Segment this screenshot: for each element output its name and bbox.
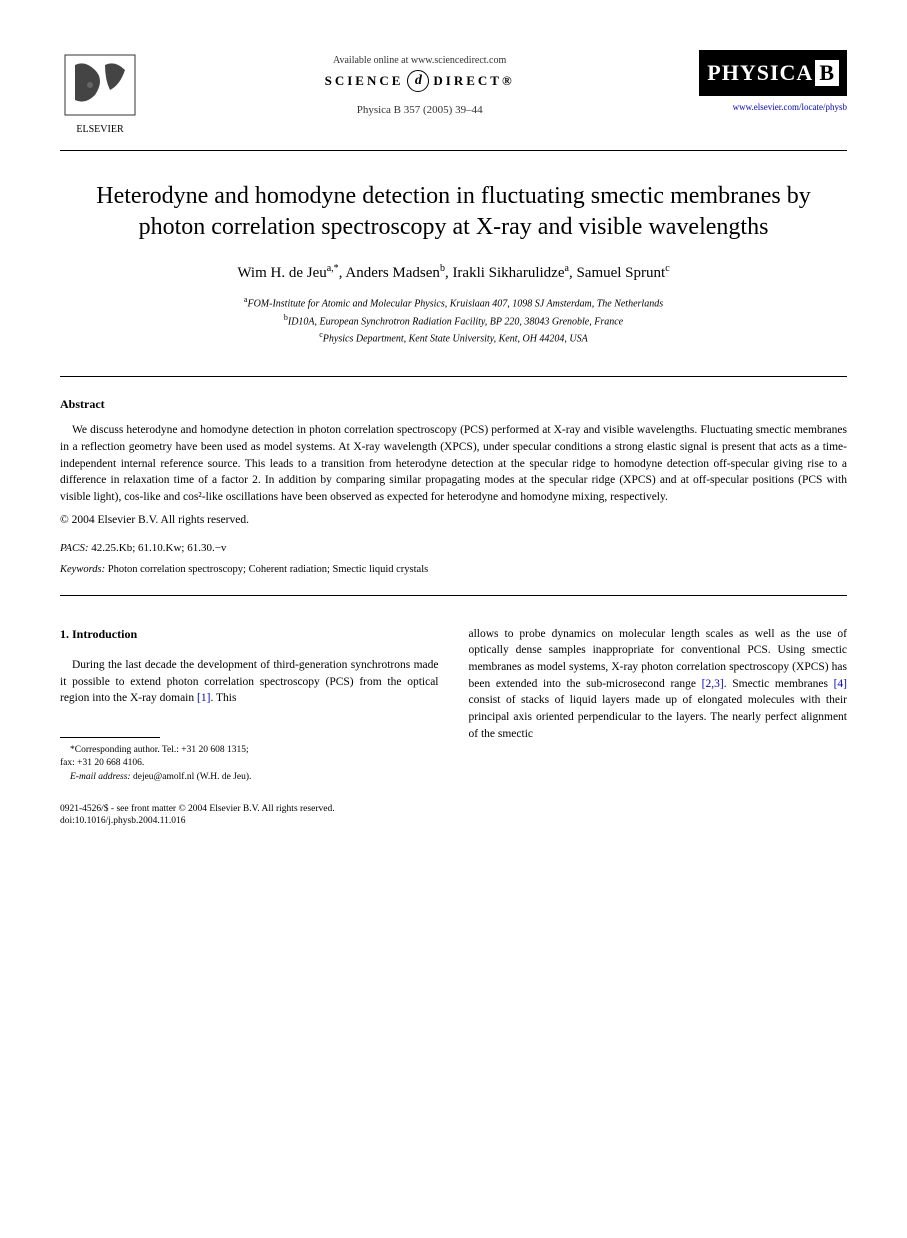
- intro-paragraph-right: allows to probe dynamics on molecular le…: [469, 626, 848, 743]
- affiliations-block: aFOM-Institute for Atomic and Molecular …: [60, 294, 847, 346]
- column-right: allows to probe dynamics on molecular le…: [469, 626, 848, 784]
- intro-paragraph-left: During the last decade the development o…: [60, 657, 439, 707]
- article-title: Heterodyne and homodyne detection in flu…: [60, 181, 847, 243]
- intro-text-2c: consist of stacks of liquid layers made …: [469, 694, 848, 739]
- abstract-top-divider: [60, 376, 847, 377]
- sd-left: SCIENCE: [325, 73, 404, 89]
- footnote-fax: fax: +31 20 668 4106.: [60, 757, 439, 770]
- intro-text-1: During the last decade the development o…: [60, 659, 439, 704]
- affiliation-c: cPhysics Department, Kent State Universi…: [60, 329, 847, 346]
- abstract-bottom-divider: [60, 595, 847, 596]
- column-left: 1. Introduction During the last decade t…: [60, 626, 439, 784]
- journal-url[interactable]: www.elsevier.com/locate/physb: [699, 102, 847, 112]
- science-direct-logo: SCIENCE d DIRECT®: [140, 70, 699, 92]
- footer-issn: 0921-4526/$ - see front matter © 2004 El…: [60, 804, 847, 814]
- authors-line: Wim H. de Jeua,*, Anders Madsenb, Irakli…: [60, 263, 847, 282]
- pacs-label: PACS:: [60, 542, 89, 554]
- pacs-value: 42.25.Kb; 61.10.Kw; 61.30.−v: [91, 542, 226, 554]
- affiliation-a: aFOM-Institute for Atomic and Molecular …: [60, 294, 847, 311]
- svg-text:ELSEVIER: ELSEVIER: [76, 124, 124, 135]
- journal-reference: Physica B 357 (2005) 39–44: [140, 104, 699, 116]
- footnote-corresponding: *Corresponding author. Tel.: +31 20 608 …: [60, 744, 439, 757]
- citation-3[interactable]: [4]: [834, 678, 847, 690]
- elsevier-logo: ELSEVIER: [60, 50, 140, 140]
- available-online-text: Available online at www.sciencedirect.co…: [140, 55, 699, 66]
- section-1-heading: 1. Introduction: [60, 626, 439, 643]
- physica-letter: B: [815, 60, 839, 86]
- abstract-heading: Abstract: [60, 397, 847, 412]
- citation-2[interactable]: [2,3]: [702, 678, 724, 690]
- keywords-line: Keywords: Photon correlation spectroscop…: [60, 564, 847, 575]
- abstract-text: We discuss heterodyne and homodyne detec…: [60, 422, 847, 505]
- citation-1[interactable]: [1]: [197, 692, 210, 704]
- keywords-value: Photon correlation spectroscopy; Coheren…: [108, 564, 428, 575]
- body-columns: 1. Introduction During the last decade t…: [60, 626, 847, 784]
- center-header: Available online at www.sciencedirect.co…: [140, 50, 699, 116]
- physica-text: PHYSICA: [707, 60, 813, 85]
- header-row: ELSEVIER Available online at www.science…: [60, 50, 847, 140]
- sd-right: DIRECT®: [433, 73, 514, 89]
- pacs-line: PACS: 42.25.Kb; 61.10.Kw; 61.30.−v: [60, 542, 847, 554]
- footnote-separator: [60, 737, 160, 738]
- affiliation-b: bID10A, European Synchrotron Radiation F…: [60, 312, 847, 329]
- copyright-line: © 2004 Elsevier B.V. All rights reserved…: [60, 514, 847, 526]
- footer-doi: doi:10.1016/j.physb.2004.11.016: [60, 816, 847, 826]
- physica-box: PHYSICAB: [699, 50, 847, 96]
- footnote-email: E-mail address: dejeu@amolf.nl (W.H. de …: [60, 771, 439, 784]
- keywords-label: Keywords:: [60, 564, 105, 575]
- email-address[interactable]: dejeu@amolf.nl (W.H. de Jeu).: [133, 772, 251, 782]
- email-label: E-mail address:: [70, 772, 131, 782]
- header-divider: [60, 150, 847, 151]
- sd-icon: d: [407, 70, 429, 92]
- intro-text-2b: . Smectic membranes: [724, 678, 834, 690]
- intro-text-1-end: . This: [210, 692, 236, 704]
- physica-logo-block: PHYSICAB www.elsevier.com/locate/physb: [699, 50, 847, 112]
